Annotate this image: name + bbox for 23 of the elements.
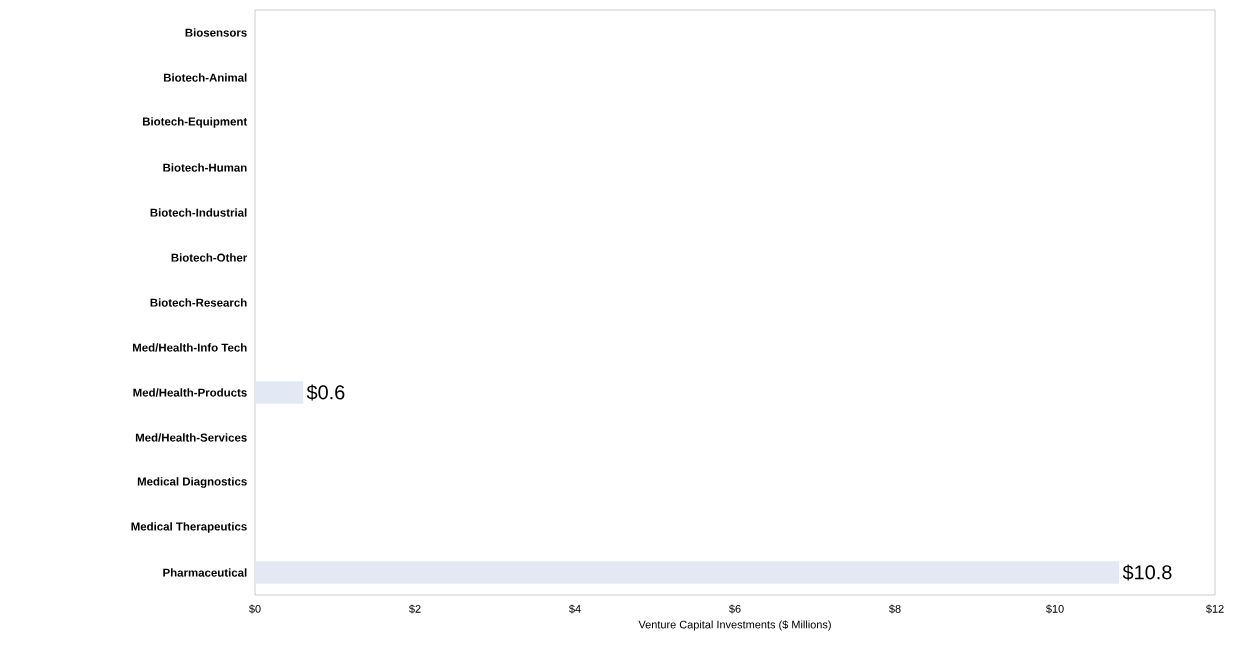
y-tick-label: Med/Health-Services bbox=[135, 433, 247, 442]
y-tick-label: Pharmaceutical bbox=[163, 568, 247, 577]
data-label: $0.6 bbox=[306, 384, 345, 401]
y-tick-label: Biotech-Equipment bbox=[142, 117, 248, 128]
x-tick-label: $8 bbox=[889, 604, 901, 614]
y-tick-label: Med/Health-Products bbox=[133, 388, 247, 397]
y-tick-label: Biotech-Other bbox=[171, 253, 248, 262]
x-tick-label: $4 bbox=[569, 604, 581, 614]
y-tick-label: Med/Health-Info Tech bbox=[133, 343, 247, 352]
y-tick-label: Biotech-Animal bbox=[163, 73, 247, 82]
y-tick-label: Biotech-Industrial bbox=[150, 208, 247, 217]
x-tick-label: $0 bbox=[249, 604, 261, 614]
x-tick-label: $6 bbox=[729, 604, 741, 614]
y-tick-label: Biotech-Research bbox=[150, 298, 247, 307]
x-tick-label: $12 bbox=[1206, 604, 1224, 614]
data-label: $10.8 bbox=[1122, 564, 1172, 581]
x-tick-label: $2 bbox=[409, 604, 421, 614]
y-tick-label: Biosensors bbox=[185, 28, 247, 37]
y-tick-label: Medical Diagnostics bbox=[137, 477, 247, 488]
x-tick-label: $10 bbox=[1045, 604, 1064, 614]
y-tick-label: Medical Therapeutics bbox=[131, 522, 247, 533]
y-tick-label: Biotech-Human bbox=[163, 163, 247, 172]
x-axis-title: Venture Capital Investments ($ Millions) bbox=[638, 620, 831, 631]
